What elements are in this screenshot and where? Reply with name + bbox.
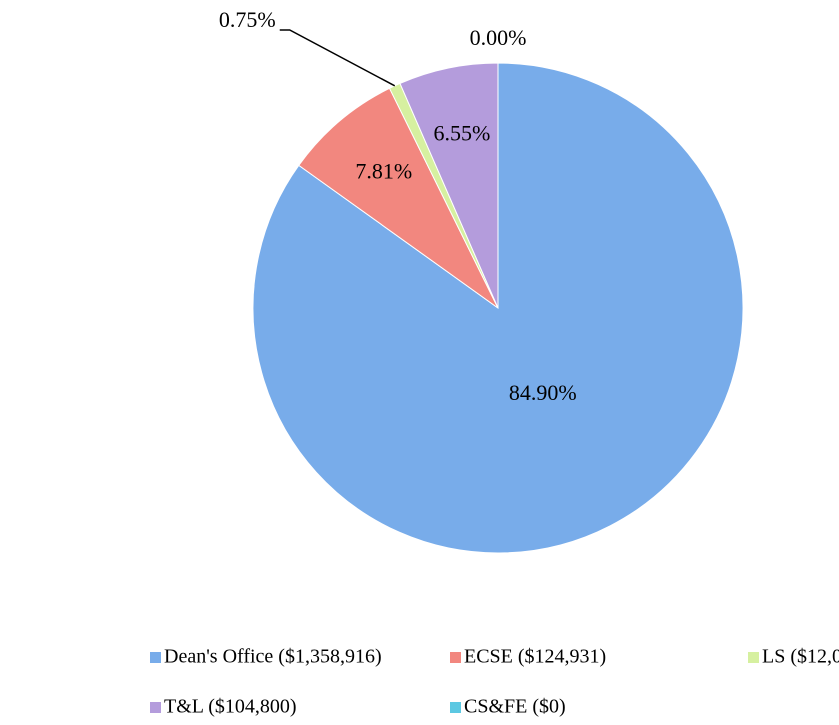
- legend-label: Dean's Office ($1,358,916): [164, 646, 382, 668]
- data-label: 84.90%: [509, 380, 577, 405]
- data-label: 0.00%: [470, 25, 527, 50]
- legend-label: LS ($12,000): [762, 646, 839, 668]
- data-label: 7.81%: [355, 159, 412, 184]
- legend-label: ECSE ($124,931): [464, 646, 606, 668]
- legend-swatch: [150, 652, 161, 663]
- legend-swatch: [748, 652, 759, 663]
- legend-label: T&L ($104,800): [164, 696, 297, 718]
- data-label: 6.55%: [434, 120, 491, 145]
- pie-slice: [399, 62, 499, 309]
- legend-swatch: [150, 702, 161, 713]
- data-labels: 84.90% 7.81% 0.75% 6.55% 0.00%: [219, 7, 577, 405]
- leader-line: [279, 29, 396, 87]
- legend: Dean's Office ($1,358,916) ECSE ($124,931…: [150, 646, 839, 718]
- data-label: 0.75%: [219, 7, 276, 32]
- legend-swatch: [450, 702, 461, 713]
- pie: [252, 62, 744, 554]
- legend-label: CS&FE ($0): [464, 696, 566, 718]
- pie-slice: [252, 62, 744, 554]
- pie-slice: [298, 87, 499, 309]
- legend-swatch: [450, 652, 461, 663]
